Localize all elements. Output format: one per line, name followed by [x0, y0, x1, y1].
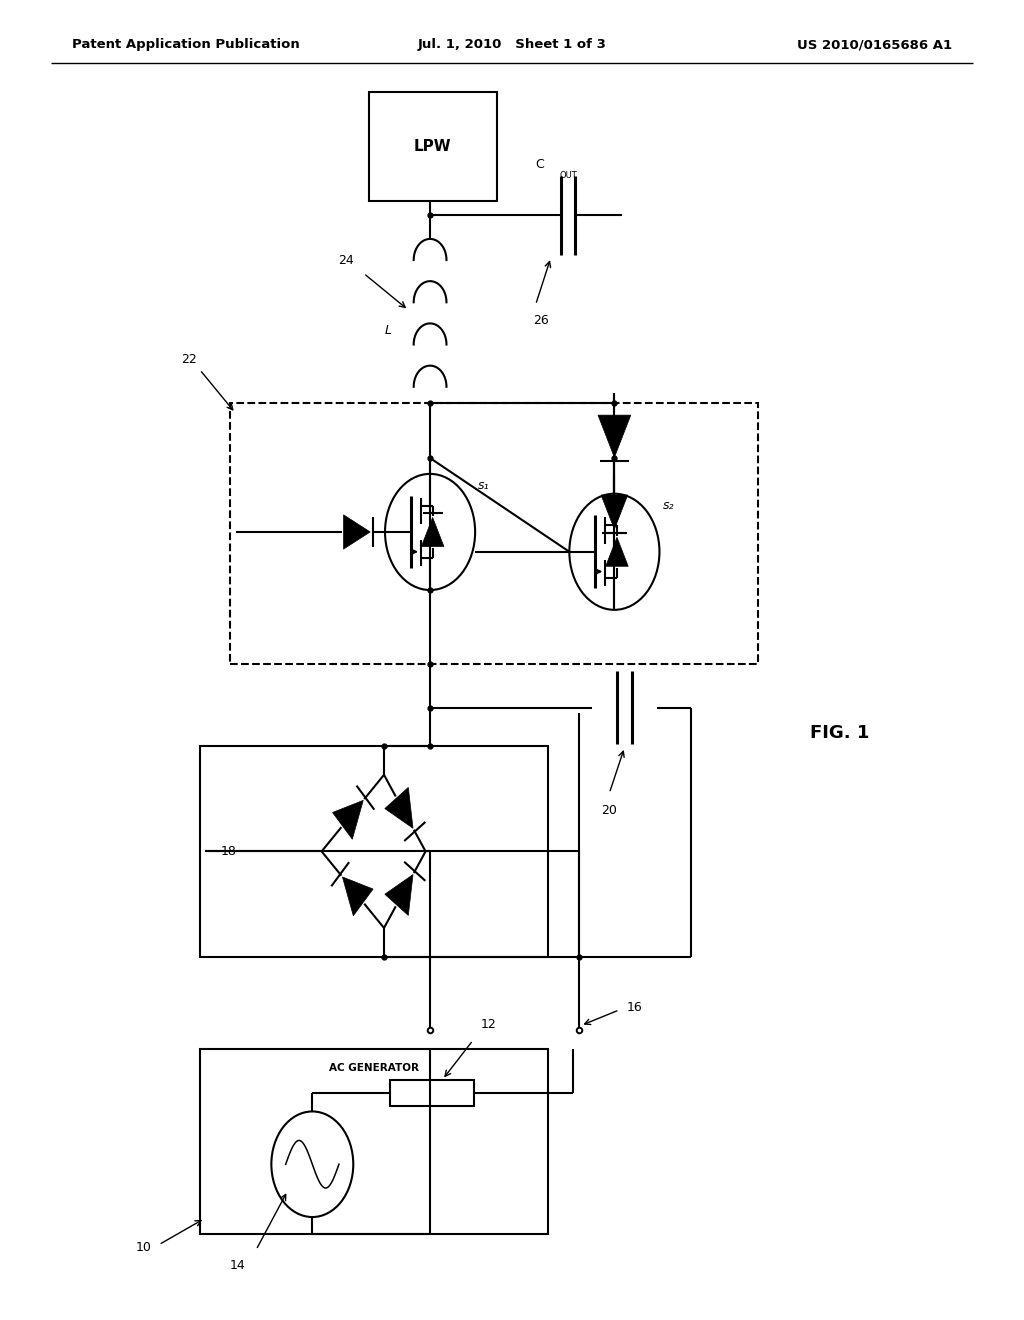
Text: C: C — [535, 158, 544, 172]
Text: 22: 22 — [181, 352, 198, 366]
Text: 16: 16 — [627, 1001, 643, 1014]
Text: AC GENERATOR: AC GENERATOR — [329, 1063, 419, 1073]
Polygon shape — [385, 875, 413, 915]
Text: FIG. 1: FIG. 1 — [810, 723, 869, 742]
Text: L: L — [385, 323, 391, 337]
Polygon shape — [422, 517, 444, 546]
Text: 26: 26 — [532, 314, 549, 327]
Text: LPW: LPW — [414, 139, 452, 154]
Text: s₂: s₂ — [663, 499, 674, 512]
Polygon shape — [605, 537, 628, 566]
Bar — [390, 1080, 474, 1106]
Text: s₁: s₁ — [478, 479, 489, 492]
Text: 20: 20 — [601, 804, 617, 817]
Polygon shape — [598, 414, 631, 458]
Polygon shape — [342, 876, 373, 916]
Polygon shape — [601, 495, 628, 529]
Text: 12: 12 — [480, 1018, 497, 1031]
Text: Patent Application Publication: Patent Application Publication — [72, 38, 299, 51]
Bar — [200, 746, 548, 957]
Bar — [200, 1049, 548, 1234]
Text: 10: 10 — [135, 1241, 152, 1254]
Text: US 2010/0165686 A1: US 2010/0165686 A1 — [798, 38, 952, 51]
Text: OUT: OUT — [559, 172, 577, 180]
Text: 14: 14 — [229, 1259, 246, 1272]
Text: 18: 18 — [220, 845, 237, 858]
Polygon shape — [344, 515, 371, 549]
Text: 24: 24 — [338, 253, 354, 267]
Bar — [369, 92, 497, 201]
Polygon shape — [385, 788, 413, 828]
Text: Jul. 1, 2010   Sheet 1 of 3: Jul. 1, 2010 Sheet 1 of 3 — [418, 38, 606, 51]
Polygon shape — [333, 800, 364, 840]
Bar — [230, 403, 758, 664]
